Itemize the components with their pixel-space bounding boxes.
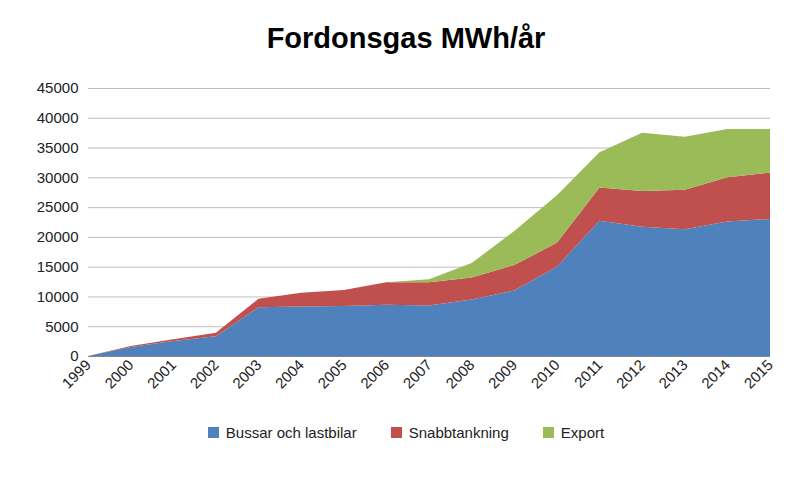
- html-text:Export: Export: [560, 424, 605, 441]
- svg-text:2008: 2008: [442, 356, 478, 392]
- svg-text:5000: 5000: [45, 318, 78, 335]
- svg-text:35000: 35000: [37, 139, 79, 156]
- svg-text:2005: 2005: [314, 356, 350, 392]
- svg-text:2009: 2009: [485, 356, 521, 392]
- svg-text:2004: 2004: [272, 356, 308, 392]
- svg-text:2000: 2000: [101, 356, 137, 392]
- svg-text:2013: 2013: [655, 356, 691, 392]
- svg-text:15000: 15000: [37, 258, 79, 275]
- svg-text:10000: 10000: [37, 288, 79, 305]
- svg-text:2002: 2002: [186, 356, 222, 392]
- svg-text:40000: 40000: [37, 109, 79, 126]
- svg-text:30000: 30000: [37, 169, 79, 186]
- svg-text:2001: 2001: [144, 356, 180, 392]
- svg-text:2003: 2003: [229, 356, 265, 392]
- svg-text:0: 0: [70, 347, 79, 365]
- svg-text:1999: 1999: [58, 356, 94, 392]
- svg-text:2015: 2015: [740, 356, 776, 392]
- svg-text:2007: 2007: [399, 356, 435, 392]
- html-text:Bussar och lastbilar: Bussar och lastbilar: [225, 424, 357, 441]
- html-text:Fordonsgas MWh/år: Fordonsgas MWh/år: [266, 22, 546, 54]
- svg-text:2010: 2010: [527, 356, 563, 392]
- svg-text:25000: 25000: [37, 198, 79, 215]
- svg-text:2011: 2011: [571, 356, 606, 391]
- svg-text:2006: 2006: [357, 356, 393, 392]
- svg-text:20000: 20000: [37, 228, 79, 245]
- svg-text:2014: 2014: [698, 356, 734, 392]
- html-text:Snabbtankning: Snabbtankning: [408, 424, 509, 441]
- svg-text:2012: 2012: [613, 356, 649, 392]
- svg-text:45000: 45000: [37, 79, 79, 96]
